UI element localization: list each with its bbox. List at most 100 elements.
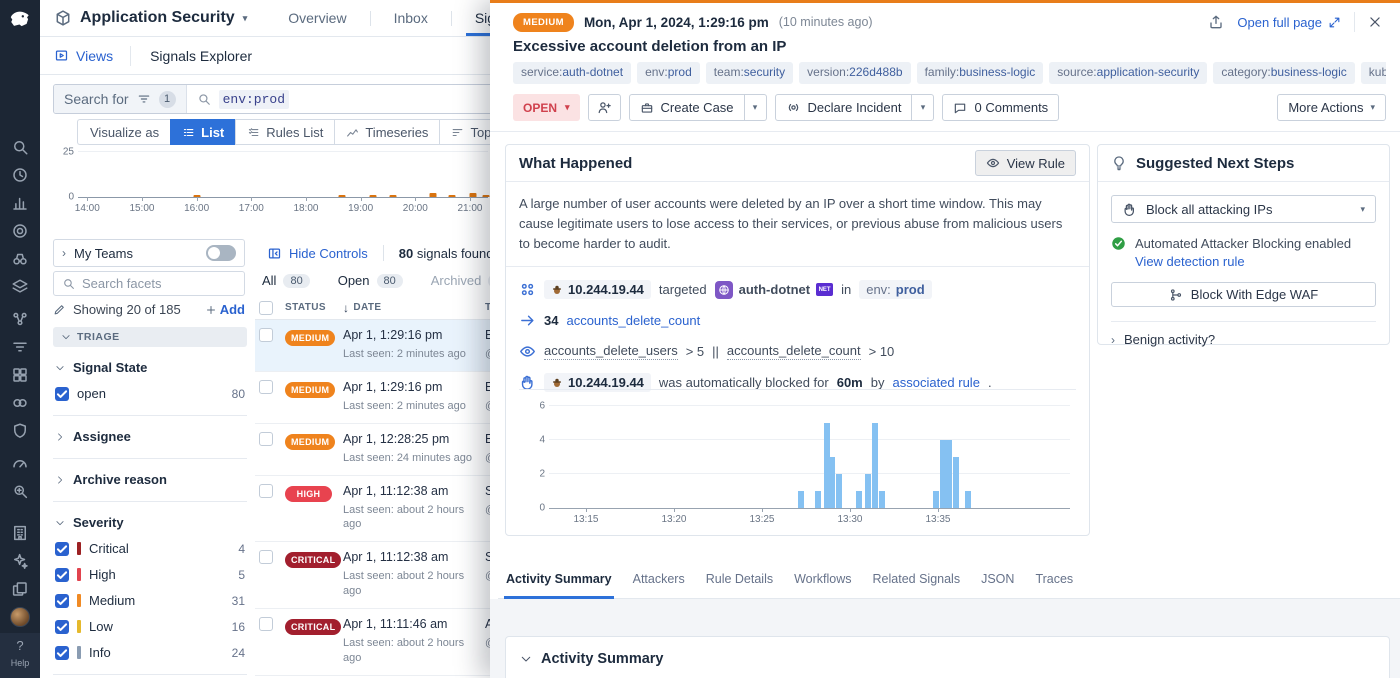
assign-user-button[interactable]	[587, 94, 621, 121]
associated-rule-link[interactable]: associated rule	[892, 375, 980, 391]
row-checkbox[interactable]	[259, 431, 273, 446]
sidebar-item-integrations[interactable]	[6, 393, 34, 412]
sidebar-item-llm-observability[interactable]	[6, 481, 34, 500]
sidebar-item-security[interactable]	[6, 421, 34, 440]
signal-tag[interactable]: version:226d488b	[799, 62, 911, 84]
sidebar-item-history[interactable]	[6, 165, 34, 184]
facet-checkbox[interactable]	[55, 386, 69, 401]
sidebar-item-apm[interactable]	[6, 309, 34, 328]
table-row[interactable]: MEDIUM Apr 1, 1:29:16 pm Last seen: 2 minu…	[255, 372, 1400, 424]
sidebar-item-watchdog[interactable]	[6, 249, 34, 268]
signal-tag[interactable]: source:application-security	[1049, 62, 1208, 84]
declare-incident-button[interactable]: Declare Incident	[774, 94, 913, 121]
status-tab-open[interactable]: Open 80	[338, 273, 403, 288]
condition-right[interactable]: accounts_delete_count	[726, 343, 861, 361]
row-checkbox[interactable]	[259, 328, 273, 342]
sidebar-item-software-catalog[interactable]	[6, 365, 34, 384]
facet-group-triage[interactable]: TRIAGE	[53, 327, 247, 347]
search-input[interactable]: env:prod	[187, 85, 299, 113]
more-actions-button[interactable]: More Actions ▾	[1277, 94, 1386, 121]
detail-tab-rule-details[interactable]: Rule Details	[705, 572, 774, 586]
sidebar-item-help[interactable]: ? Help	[0, 633, 40, 678]
column-title[interactable]: TI	[485, 302, 1400, 313]
top-tab-inbox[interactable]: Inbox	[393, 10, 428, 26]
table-row[interactable]: CRITICAL Apr 1, 11:11:46 am Last seen: abo…	[255, 609, 1400, 676]
signal-tag[interactable]: category:business-logic	[1213, 62, 1355, 84]
condition-left[interactable]: accounts_delete_users	[544, 343, 678, 361]
facet-checkbox[interactable]	[55, 619, 69, 634]
search-filter-group[interactable]: Search for 1	[54, 85, 187, 113]
top-tab-overview[interactable]: Overview	[288, 10, 347, 26]
detail-tab-related-signals[interactable]: Related Signals	[872, 572, 961, 586]
open-full-page-button[interactable]: Open full page	[1237, 15, 1341, 30]
column-date[interactable]: ↓ DATE	[343, 300, 382, 315]
detail-tab-attackers[interactable]: Attackers	[632, 572, 685, 586]
signal-tag[interactable]: team:security	[705, 62, 794, 84]
my-teams-toggle[interactable]	[206, 245, 236, 261]
sidebar-item-logs[interactable]	[6, 277, 34, 296]
facet-value-row[interactable]: Critical 4	[55, 541, 245, 556]
add-facet-button[interactable]: Add	[205, 302, 245, 317]
sidebar-item-organization[interactable]	[6, 523, 34, 542]
sidebar-item-synthetics[interactable]	[6, 453, 34, 472]
share-button[interactable]	[1208, 14, 1224, 30]
block-with-edge-waf-button[interactable]: Block With Edge WAF	[1111, 282, 1376, 307]
tab-signals-explorer[interactable]: Signals Explorer	[150, 47, 253, 64]
sidebar-item-search[interactable]	[6, 137, 34, 156]
metric-name-link[interactable]: accounts_delete_count	[566, 313, 701, 329]
row-checkbox[interactable]	[259, 616, 273, 631]
select-all-checkbox[interactable]	[259, 300, 273, 315]
view-rule-button[interactable]: View Rule	[974, 150, 1076, 176]
visualize-option-rules-list[interactable]: Rules List	[235, 119, 336, 145]
sidebar-item-pipelines[interactable]	[6, 337, 34, 356]
status-tab-all[interactable]: All 80	[262, 273, 310, 288]
facet-checkbox[interactable]	[55, 541, 69, 556]
facet-value-row[interactable]: Info 24	[55, 645, 245, 660]
facet-checkbox[interactable]	[55, 567, 69, 582]
create-case-caret[interactable]: ▾	[744, 94, 767, 121]
user-avatar[interactable]	[10, 607, 30, 627]
sidebar-item-monitors[interactable]	[6, 221, 34, 240]
sidebar-item-dashboards[interactable]	[6, 193, 34, 212]
signal-tag[interactable]: service:auth-dotnet	[513, 62, 632, 84]
datadog-logo[interactable]	[7, 7, 33, 33]
facet-search[interactable]	[53, 271, 245, 296]
detail-tab-traces[interactable]: Traces	[1035, 572, 1074, 586]
filter-icon[interactable]	[137, 92, 151, 106]
facet-search-input[interactable]	[82, 276, 236, 291]
benign-activity-toggle[interactable]: › Benign activity?	[1111, 321, 1376, 347]
declare-incident-caret[interactable]: ▾	[912, 94, 935, 121]
facet-group-header[interactable]: Signal State	[55, 360, 245, 375]
column-status[interactable]: STATUS	[285, 302, 326, 313]
facet-group-header[interactable]: Severity	[55, 515, 245, 530]
attacker-ip-chip[interactable]: 10.244.19.44	[544, 280, 651, 300]
attacker-ip-chip[interactable]: 10.244.19.44	[544, 373, 651, 393]
create-case-button[interactable]: Create Case	[628, 94, 745, 121]
facet-value-row[interactable]: open 80	[55, 386, 245, 401]
search-query[interactable]: env:prod	[218, 89, 290, 109]
comments-button[interactable]: 0 Comments	[942, 94, 1060, 121]
hide-controls-button[interactable]: Hide Controls	[267, 246, 368, 261]
signal-tag[interactable]: kube_node_role:agent	[1360, 62, 1386, 84]
sidebar-item-ai-assistant[interactable]	[6, 551, 34, 570]
detail-tab-activity-summary[interactable]: Activity Summary	[504, 572, 614, 599]
view-detection-rule-link[interactable]: View detection rule	[1135, 254, 1245, 269]
views-button[interactable]: Views	[54, 48, 130, 64]
row-checkbox[interactable]	[259, 550, 273, 565]
block-ips-dropdown[interactable]: Block all attacking IPs ▾	[1111, 195, 1376, 223]
facet-checkbox[interactable]	[55, 645, 69, 660]
my-teams-toggle-box[interactable]: › My Teams	[53, 239, 245, 267]
visualize-option-timeseries[interactable]: Timeseries	[334, 119, 441, 145]
facet-value-row[interactable]: Low 16	[55, 619, 245, 634]
facet-group-header[interactable]: Archive reason	[55, 472, 245, 487]
pencil-icon[interactable]	[53, 303, 66, 316]
facet-value-row[interactable]: Medium 31	[55, 593, 245, 608]
detail-tab-workflows[interactable]: Workflows	[794, 572, 852, 586]
facet-value-row[interactable]: High 5	[55, 567, 245, 582]
signal-tag[interactable]: family:business-logic	[916, 62, 1044, 84]
env-chip[interactable]: env: prod	[859, 280, 932, 300]
signal-state-dropdown[interactable]: OPEN ▾	[513, 94, 580, 121]
detail-tab-json[interactable]: JSON	[981, 572, 1015, 586]
facet-checkbox[interactable]	[55, 593, 69, 608]
sidebar-item-docs[interactable]	[6, 579, 34, 598]
